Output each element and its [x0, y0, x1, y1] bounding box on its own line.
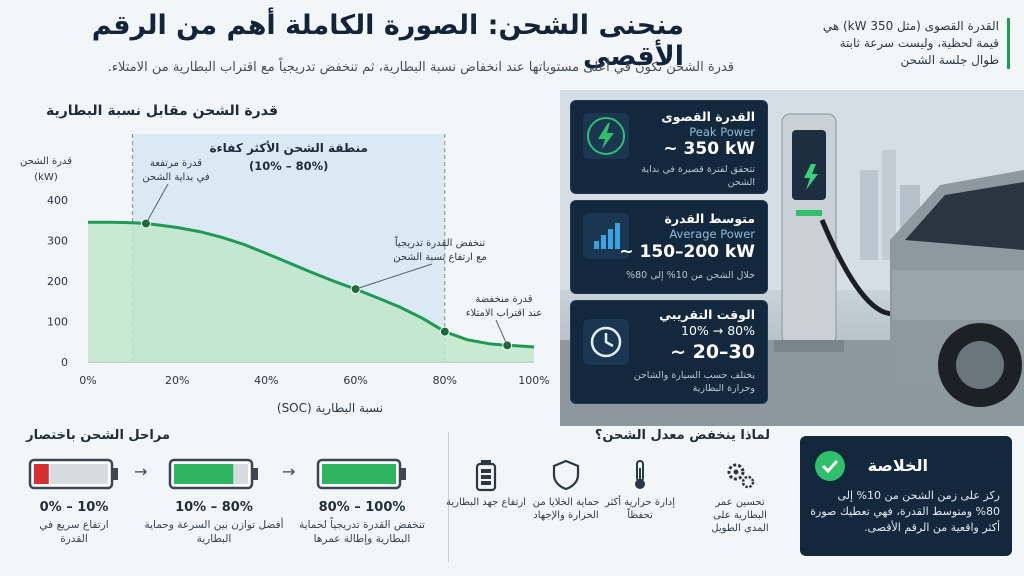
summary-title: الخلاصة: [867, 456, 928, 475]
data-point: [502, 340, 513, 351]
stages-title: مراحل الشحن باختصار: [26, 428, 170, 443]
card-note: خلال الشحن من 10% إلى 80%: [626, 270, 755, 281]
stage-high: 80% – 100% تنخفض القدرة تدريجياً لحماية …: [292, 458, 432, 546]
battery-full-icon: [316, 458, 406, 490]
x-tick-label: 100%: [518, 374, 549, 387]
y-tick-label: 200: [47, 275, 68, 288]
y-tick-label: 0: [61, 356, 68, 369]
reason-item: إدارة حرارية أكثر تحفظاً: [600, 458, 680, 522]
reason-item: ارتفاع جهد البطارية: [446, 458, 526, 509]
summary-box: الخلاصة ركز على زمن الشحن من 10% إلى 80%…: [800, 436, 1012, 556]
reason-item: حماية الخلايا من الحرارة والإجهاد: [526, 458, 606, 522]
gears-icon: [700, 458, 780, 492]
zone-range-label: (10% – 80%): [249, 159, 328, 173]
data-point: [439, 326, 450, 337]
approx-time-card: الوقت التقريبي 10% → 80% ~ 20–30 يختلف ح…: [570, 300, 768, 404]
charging-curve-chart: منطقة الشحن الأكثر كفاءة (10% – 80%) 0 100 2…: [20, 134, 550, 416]
battery-icon: [446, 458, 526, 492]
reason-text: إدارة حرارية أكثر تحفظاً: [605, 497, 675, 521]
reason-text: حماية الخلايا من الحرارة والإجهاد: [532, 497, 600, 521]
peak-power-note: القدرة القصوى (مثل 350 kW) هي قيمة لحظية…: [810, 18, 1010, 69]
x-tick-label: 80%: [433, 374, 457, 387]
y-tick-label: 400: [47, 194, 68, 207]
card-title: القدرة القصوى: [661, 109, 755, 124]
average-power-card: متوسط القدرة Average Power ~ 150–200 kW …: [570, 200, 768, 294]
y-tick-label: 100: [47, 316, 68, 329]
annotation-text: قدرة مرتفعة: [150, 158, 202, 169]
why-title: لماذا ينخفض معدل الشحن؟: [594, 428, 770, 443]
page-subtitle: قدرة الشحن تكون في أعلى مستوياتها عند ان…: [107, 60, 734, 75]
thermometer-icon: [600, 458, 680, 492]
y-axis-label: قدرة الشحن: [20, 156, 72, 167]
chart-title: قدرة الشحن مقابل نسبة البطارية: [46, 103, 278, 119]
x-tick-label: 0%: [79, 374, 96, 387]
annotation-text: مع ارتفاع نسبة الشحن: [393, 252, 487, 263]
page-title: منحنى الشحن: الصورة الكاملة أهم من الرقم…: [91, 10, 684, 72]
stage-range: 10% – 80%: [175, 500, 253, 515]
stage-description: ارتفاع سريع في القدرة: [39, 519, 109, 545]
battery-low-icon: [28, 458, 118, 490]
reason-item: تحسين عمر البطارية على المدى الطويل: [700, 458, 780, 535]
x-axis-label: نسبة البطارية (SOC): [277, 401, 383, 416]
stage-low: 0% – 10% ارتفاع سريع في القدرة: [4, 458, 144, 546]
clock-icon: [583, 319, 629, 365]
bar-chart-icon: [583, 213, 629, 259]
arrow-right-icon: →: [282, 462, 296, 481]
annotation-leader: [145, 183, 169, 224]
x-tick-label: 40%: [254, 374, 278, 387]
reason-text: ارتفاع جهد البطارية: [446, 497, 526, 508]
stage-description: تنخفض القدرة تدريجياً لحماية البطارية وإ…: [299, 519, 425, 545]
y-axis-unit: (kW): [34, 172, 58, 183]
y-tick-label: 300: [47, 235, 68, 248]
annotation-leader: [355, 263, 433, 290]
annotation-text: قدرة منخفضة: [475, 294, 532, 305]
battery-mid-icon: [168, 458, 258, 490]
power-curve-line: [88, 220, 535, 349]
x-tick-label: 60%: [343, 374, 367, 387]
area-fill: [88, 222, 534, 362]
summary-text: ركز على زمن الشحن من 10% إلى 80% ومتوسط …: [810, 489, 1000, 534]
x-tick-label: 20%: [165, 374, 189, 387]
card-note: يختلف حسب السيارة والشاحن وحرارة البطاري…: [633, 370, 755, 394]
check-circle-icon: [815, 451, 845, 481]
card-value: ~ 350 kW: [663, 139, 755, 159]
zone-title: منطقة الشحن الأكثر كفاءة: [209, 140, 367, 155]
bolt-icon: [583, 113, 629, 159]
card-note: تتحقق لفترة قصيرة في بداية الشحن: [641, 164, 755, 188]
reason-text: تحسين عمر البطارية على المدى الطويل: [711, 497, 769, 534]
card-subtitle: Peak Power: [689, 125, 755, 139]
card-subtitle: 10% → 80%: [681, 323, 755, 338]
annotation-leader: [495, 319, 508, 346]
stage-description: أفضل توازن بين السرعة وحماية البطارية: [144, 519, 284, 545]
peak-power-card: القدرة القصوى Peak Power ~ 350 kW تتحقق …: [570, 100, 768, 194]
card-title: متوسط القدرة: [664, 211, 755, 226]
annotation-text: عند اقتراب الامتلاء: [466, 308, 542, 319]
card-value: ~ 20–30: [670, 341, 755, 363]
stage-range: 0% – 10%: [39, 500, 109, 515]
shield-icon: [526, 458, 606, 492]
stage-mid: 10% – 80% أفضل توازن بين السرعة وحماية ا…: [144, 458, 284, 546]
arrow-right-icon: →: [134, 462, 148, 481]
stage-range: 80% – 100%: [318, 500, 406, 515]
annotation-text: تنخفض القدرة تدريجياً: [395, 235, 486, 249]
card-value: ~ 150–200 kW: [619, 242, 755, 262]
card-subtitle: Average Power: [669, 227, 755, 241]
annotation-text: في بداية الشحن: [142, 172, 209, 183]
card-title: الوقت التقريبي: [659, 307, 755, 322]
section-divider: [448, 432, 449, 562]
